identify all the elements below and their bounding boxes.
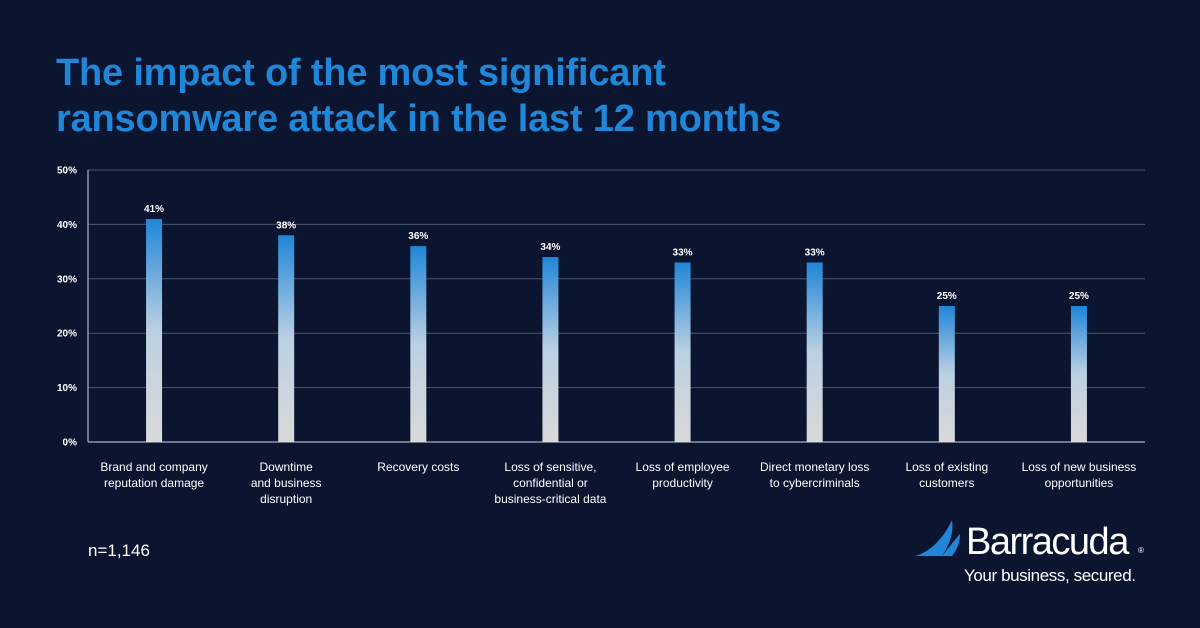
chart-value-labels: 41% 38% 36% 34% 33% 33% 25% 25% [144, 204, 1089, 302]
brand-name: Barracuda [966, 521, 1129, 563]
bar-value-label: 41% [144, 204, 164, 215]
bar-value-label: 33% [673, 247, 693, 258]
chart-gridlines [88, 169, 1145, 443]
brand-tagline: Your business, secured. [964, 566, 1136, 585]
bar [278, 235, 295, 442]
y-tick-label: 10% [57, 383, 77, 394]
bar-value-label: 25% [1069, 291, 1089, 302]
bar-value-label: 34% [540, 242, 560, 253]
bar-value-label: 33% [805, 247, 825, 258]
bar [938, 306, 955, 442]
bar [674, 262, 691, 442]
x-category-label: Direct monetary loss to cybercriminals [760, 460, 869, 490]
y-tick-label: 0% [63, 438, 78, 449]
chart-bars [146, 218, 1087, 442]
x-category-label: Loss of new business opportunities [1022, 460, 1137, 490]
chart-title-line-1: The impact of the most significant [56, 52, 666, 94]
bar-value-label: 25% [937, 291, 957, 302]
chart-y-axis: 0% 10% 20% 30% 40% 50% [57, 166, 89, 449]
bar [1070, 306, 1087, 442]
bar-value-label: 36% [408, 231, 428, 242]
x-category-label: Downtime and business disruption [251, 460, 322, 506]
chart-title: The impact of the most significant ranso… [56, 50, 956, 142]
y-tick-label: 50% [57, 166, 77, 177]
x-category-label: Loss of sensitive, confidential or busines… [494, 460, 606, 506]
chart-title-line-2: ransomware attack in the last 12 months [56, 98, 781, 140]
bar-value-label: 38% [276, 220, 296, 231]
barracuda-logo: Barracuda ® Your business, secured. [912, 516, 1152, 586]
brand-registered-mark: ® [1138, 546, 1144, 555]
x-category-label: Brand and company reputation damage [100, 460, 207, 490]
y-tick-label: 20% [57, 329, 77, 340]
bar [806, 262, 823, 442]
x-category-label: Loss of existing customers [905, 460, 988, 490]
barracuda-fin-icon [914, 520, 960, 556]
bar [146, 218, 163, 442]
x-category-label: Loss of employee productivity [636, 460, 730, 490]
y-tick-label: 40% [57, 220, 77, 231]
sample-size-note: n=1,146 [88, 541, 150, 560]
chart-category-labels: Brand and company reputation damage Downti… [100, 460, 1136, 506]
bar [542, 257, 559, 442]
x-category-label: Recovery costs [377, 460, 459, 474]
y-tick-label: 30% [57, 274, 77, 285]
bar [410, 246, 427, 442]
